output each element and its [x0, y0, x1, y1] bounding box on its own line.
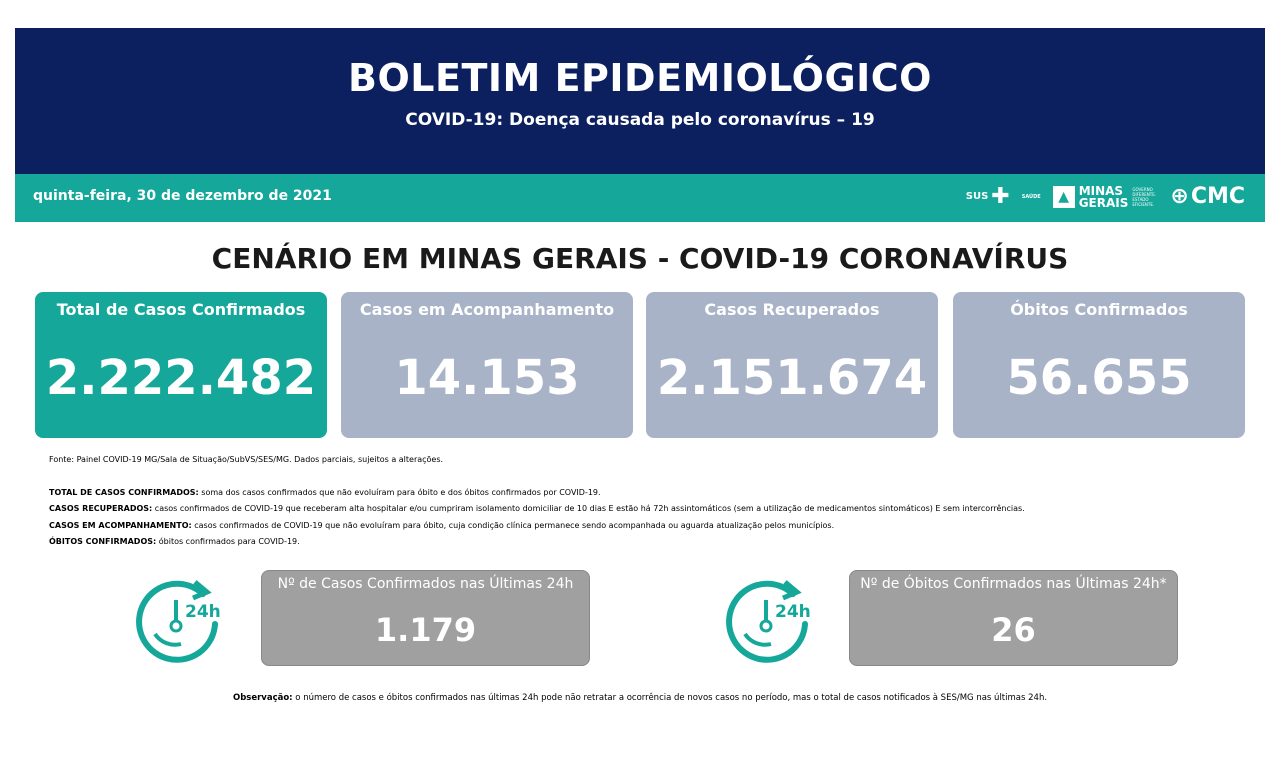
card-recovered: Casos Recuperados 2.151.674 [646, 292, 938, 438]
saude-label: SAÚDE [1021, 193, 1041, 200]
header-banner: BOLETIM EPIDEMIOLÓGICO COVID-19: Doença … [15, 28, 1265, 174]
svg-text:24h: 24h [775, 602, 811, 622]
source-note: Fonte: Painel COVID-19 MG/Sala de Situaç… [49, 455, 444, 464]
clock-24h-icon: 24h [136, 580, 221, 663]
observation-note: Observação: o número de casos e óbitos c… [232, 693, 1048, 703]
mountain-icon: ▲ [1052, 185, 1075, 208]
definition: CASOS EM ACOMPANHAMENTO: casos confirmad… [49, 521, 835, 530]
clock-24h-icon: 24h [726, 580, 811, 663]
minas-gerais-logo: ▲ MINAS GERAIS GOVERNO DIFERENTE. ESTADO … [1052, 185, 1159, 209]
definition: TOTAL DE CASOS CONFIRMADOS: soma dos cas… [49, 488, 601, 497]
date-band: quinta-feira, 30 de dezembro de 2021 SUS… [15, 174, 1265, 222]
card-deaths: Óbitos Confirmados 56.655 [953, 292, 1245, 438]
page-title: BOLETIM EPIDEMIOLÓGICO [348, 56, 932, 100]
report-date: quinta-feira, 30 de dezembro de 2021 [33, 188, 332, 204]
section-title: CENÁRIO EM MINAS GERAIS - COVID-19 CORON… [211, 242, 1069, 275]
last24h-cases-box: Nº de Casos Confirmados nas Últimas 24h 1… [261, 570, 590, 666]
page-subtitle: COVID-19: Doença causada pelo coronavíru… [405, 110, 875, 130]
definition: ÓBITOS CONFIRMADOS: óbitos confirmados p… [49, 537, 300, 546]
svg-text:24h: 24h [185, 602, 221, 622]
last24h-deaths-box: Nº de Óbitos Confirmados nas Últimas 24h… [849, 570, 1178, 666]
cmc-logo: ⊕ CMC [1170, 184, 1245, 209]
definition: CASOS RECUPERADOS: casos confirmados de … [49, 504, 1025, 513]
logos: SUS ✚ SAÚDE ▲ MINAS GERAIS GOVERNO DIFEREN… [966, 184, 1245, 209]
card-in-followup: Casos em Acompanhamento 14.153 [341, 292, 633, 438]
compass-icon: ⊕ [1170, 184, 1189, 209]
cross-icon: ✚ [991, 183, 1010, 209]
card-total-confirmed: Total de Casos Confirmados 2.222.482 [35, 292, 327, 438]
sus-logo: SUS ✚ [965, 183, 1010, 209]
